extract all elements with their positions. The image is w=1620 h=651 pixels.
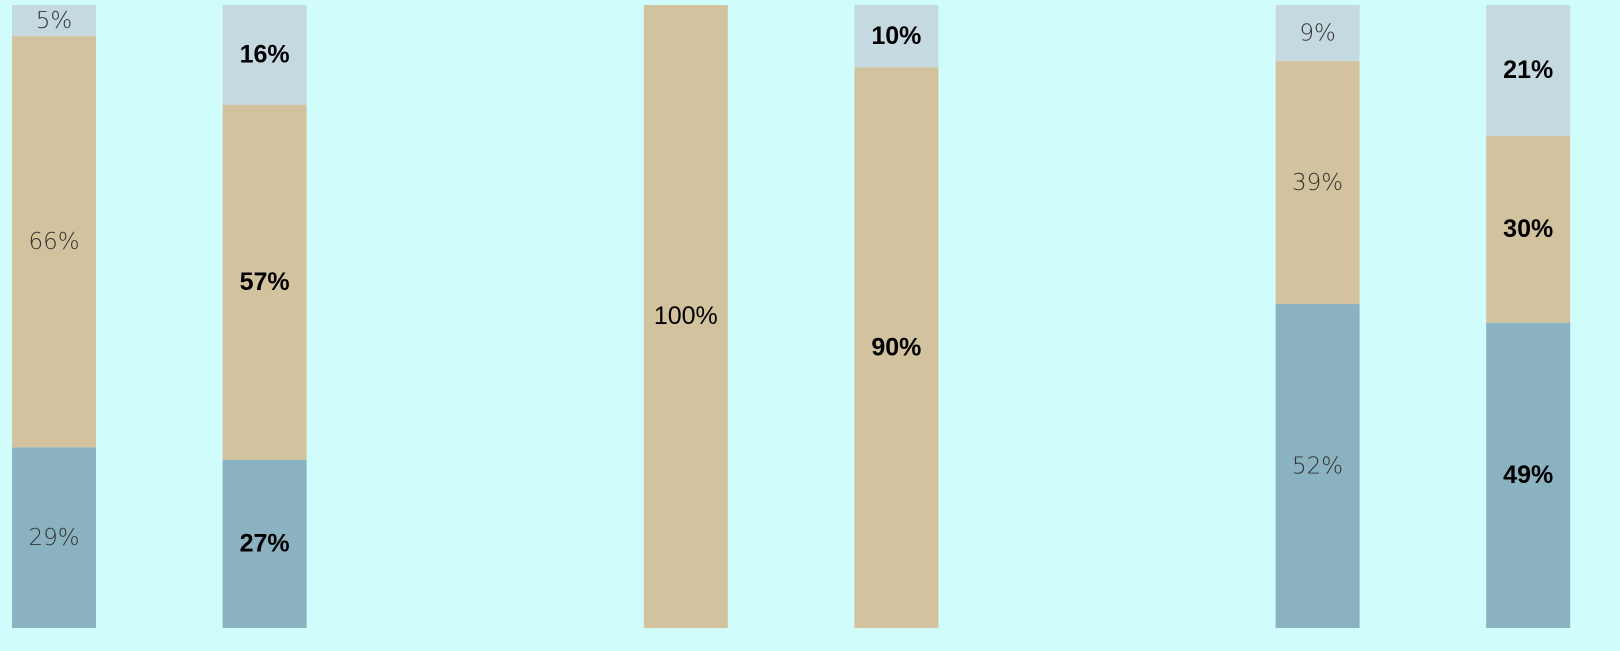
- bar-segment: [854, 5, 939, 68]
- data-label: 16%: [240, 40, 290, 68]
- data-label: 29%: [28, 525, 79, 551]
- bar-segment: [12, 5, 96, 37]
- bar-segment: [1275, 5, 1360, 62]
- bar-segment: [222, 104, 307, 460]
- data-label: 100%: [654, 302, 718, 330]
- bar-segment: [12, 447, 96, 628]
- bar-segment: [1486, 322, 1571, 628]
- bar-segment: [854, 67, 939, 629]
- bar-segment: [1486, 135, 1571, 323]
- data-label: 52%: [1292, 454, 1343, 480]
- data-label: 9%: [1299, 21, 1336, 47]
- data-label: 66%: [28, 229, 79, 255]
- bar-segment: [643, 5, 728, 628]
- data-label: 30%: [1503, 215, 1553, 243]
- data-label: 49%: [1503, 461, 1553, 489]
- data-label: 90%: [871, 333, 921, 361]
- bar-segment: [12, 36, 96, 448]
- bar-segment: [222, 459, 307, 628]
- bar-segment: [1275, 304, 1360, 628]
- data-label: 5%: [36, 8, 73, 34]
- bar-segment: [1486, 5, 1571, 136]
- data-label: 39%: [1292, 170, 1343, 196]
- bar-segment: [1275, 61, 1360, 305]
- data-label: 57%: [240, 268, 290, 296]
- bar-segment: [222, 5, 307, 105]
- data-label: 10%: [871, 22, 921, 50]
- data-label: 21%: [1503, 56, 1553, 84]
- data-label: 27%: [240, 530, 290, 558]
